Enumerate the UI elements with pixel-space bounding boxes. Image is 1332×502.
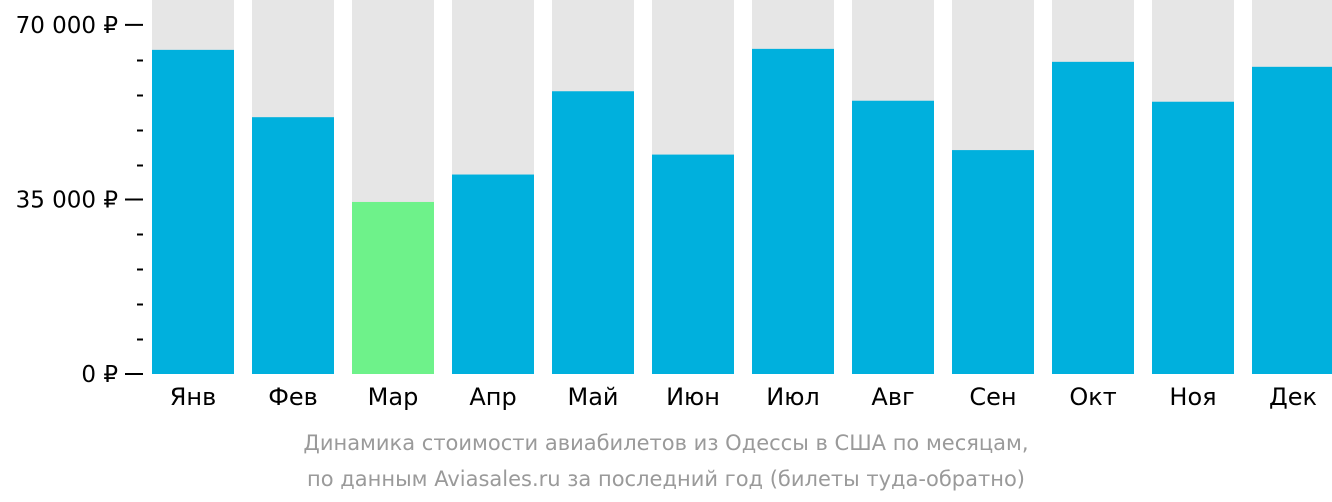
bar-1[interactable] [252, 117, 334, 374]
y-axis: 0 ₽ 35 000 ₽ 70 000 ₽ [16, 13, 143, 388]
bar-8[interactable] [952, 150, 1034, 374]
bar-3[interactable] [452, 174, 534, 374]
bar-9[interactable] [1052, 61, 1134, 375]
x-tick-label-7: Авг [871, 383, 914, 411]
x-tick-label-9: Окт [1069, 383, 1116, 411]
bar-11[interactable] [1252, 66, 1332, 374]
y-tick-label-1: 35 000 ₽ [16, 187, 118, 213]
x-axis-labels: Янв Фев Мар Апр Май Июн Июл Авг Сен Окт Ноя Дек [170, 383, 1317, 411]
y-tick-label-2: 70 000 ₽ [16, 13, 118, 39]
x-tick-label-3: Апр [469, 383, 516, 411]
x-tick-label-5: Июн [666, 383, 720, 411]
x-tick-label-10: Ноя [1169, 383, 1216, 411]
bar-5[interactable] [652, 154, 734, 374]
bar-0[interactable] [152, 49, 234, 374]
x-tick-label-2: Мар [368, 383, 419, 411]
x-tick-label-1: Фев [268, 383, 318, 411]
x-tick-label-8: Сен [969, 383, 1016, 411]
x-tick-label-4: Май [567, 383, 618, 411]
chart-caption-line-2: по данным Aviasales.ru за последний год … [307, 467, 1025, 491]
bar-4[interactable] [552, 91, 634, 375]
chart-caption-line-1: Динамика стоимости авиабилетов из Одессы… [303, 431, 1029, 455]
bar-6[interactable] [752, 48, 834, 375]
x-tick-label-0: Янв [170, 383, 217, 411]
bar-7[interactable] [852, 100, 934, 375]
bar-10[interactable] [1152, 101, 1234, 374]
y-tick-label-0: 0 ₽ [81, 362, 118, 388]
data-bars [152, 48, 1332, 375]
bar-2[interactable] [352, 201, 434, 374]
x-tick-label-11: Дек [1269, 383, 1317, 411]
x-tick-label-6: Июл [766, 383, 820, 411]
